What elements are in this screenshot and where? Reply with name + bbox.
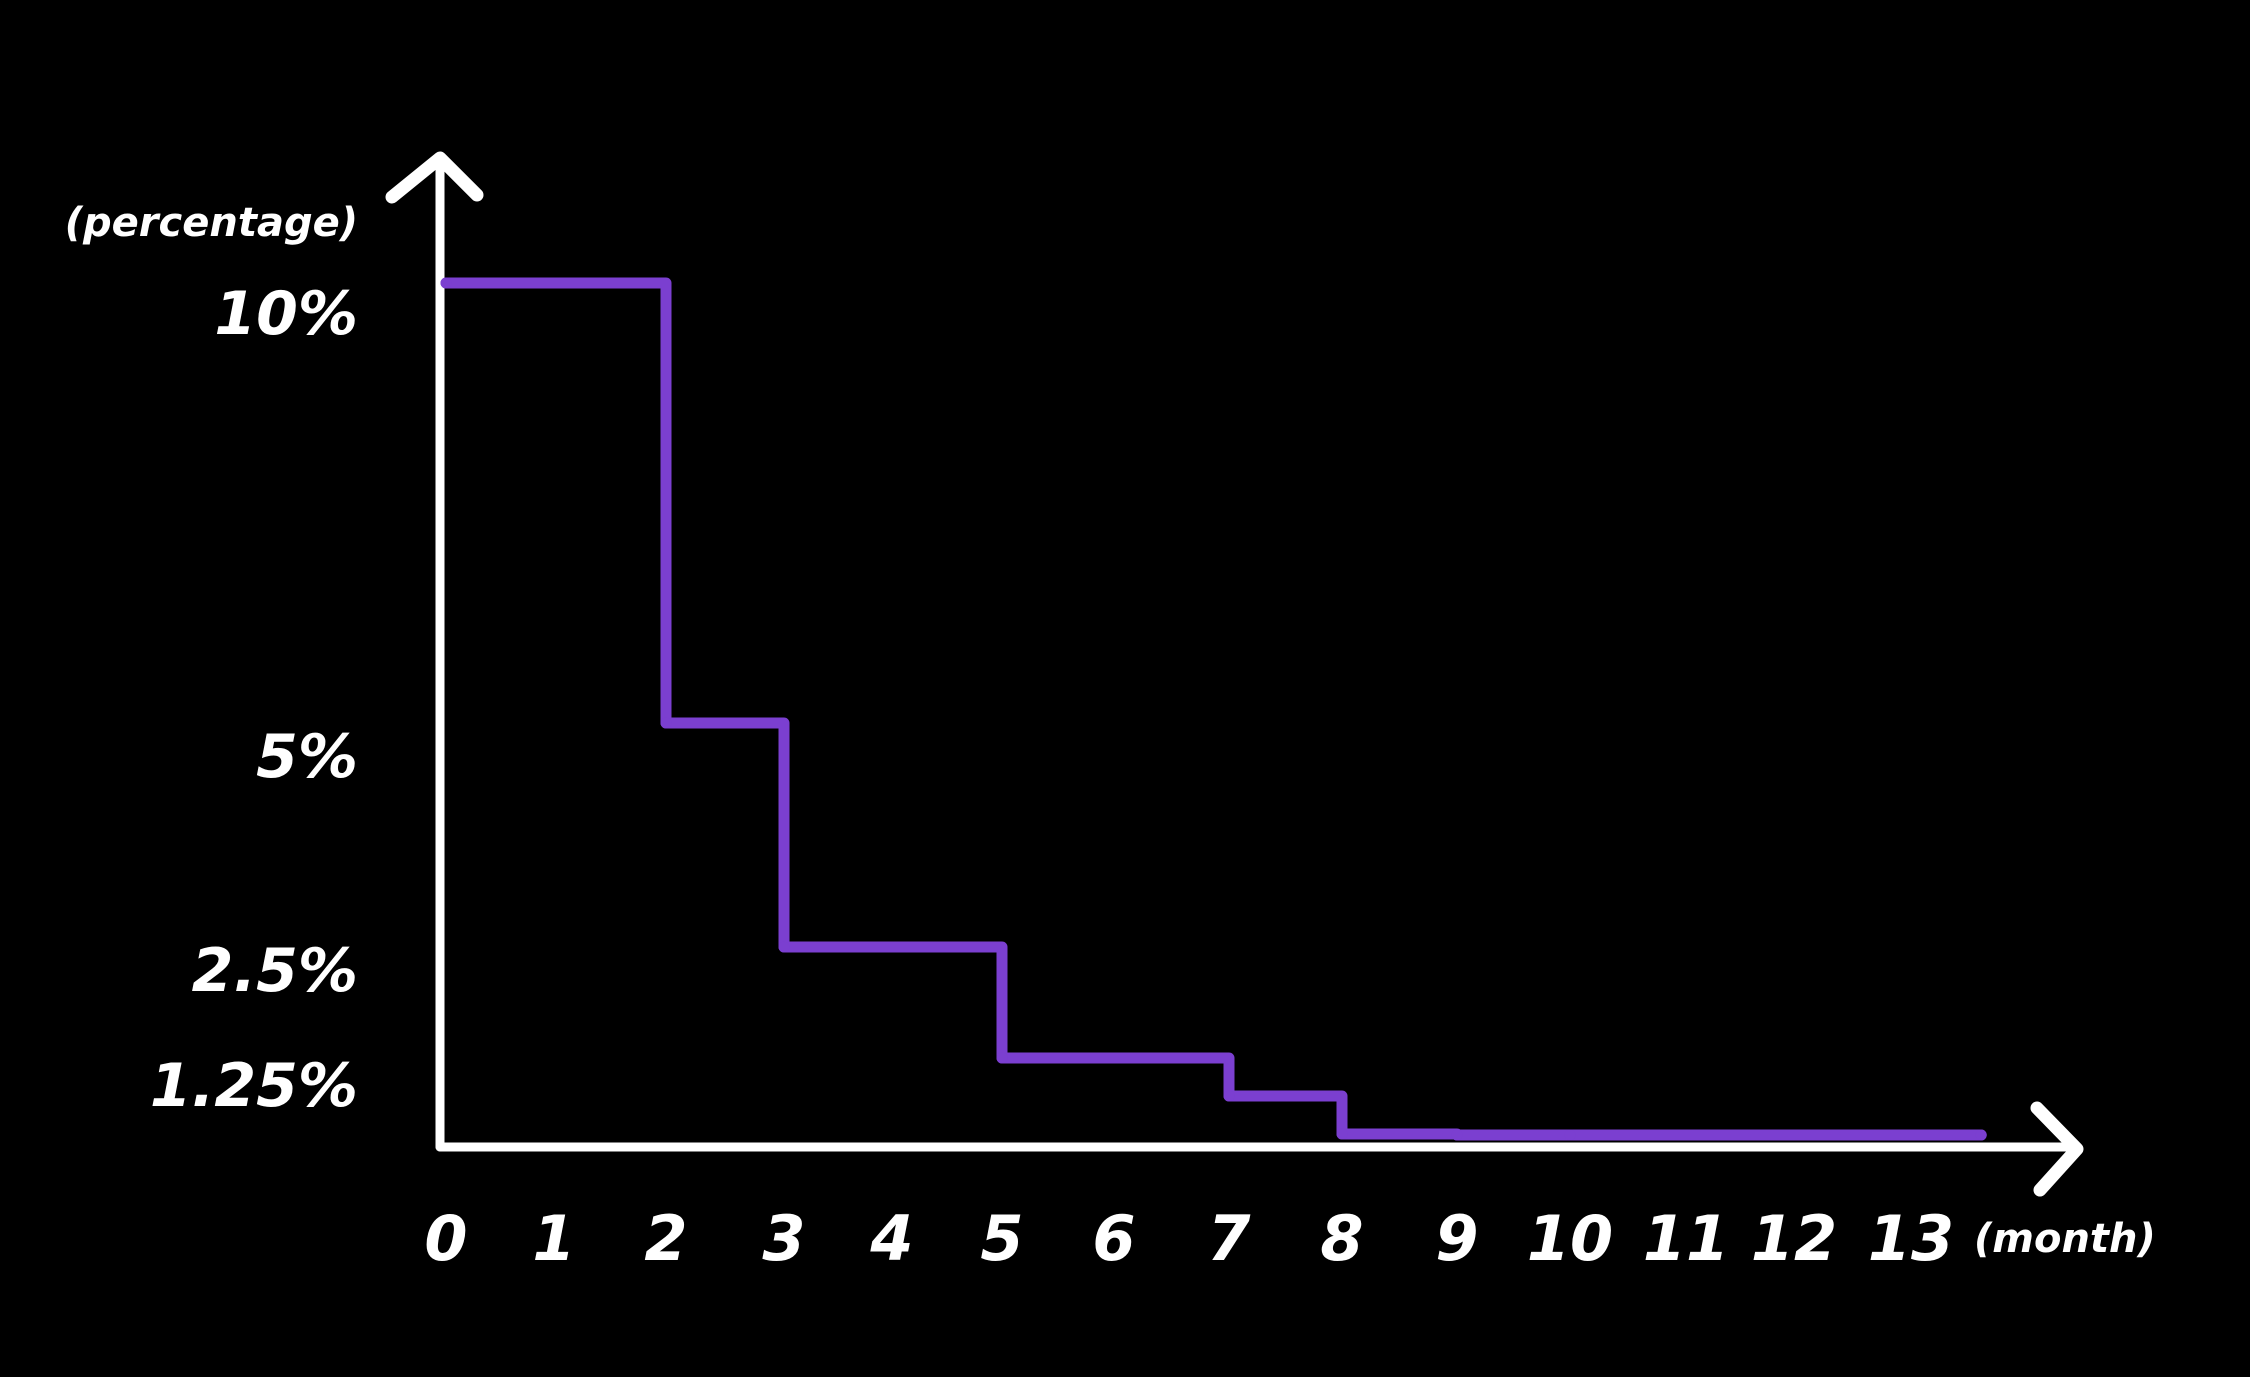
x-axis-title: (month) (1974, 1216, 2156, 1262)
x-tick-label: 8 (1320, 1202, 1363, 1275)
x-tick-label: 5 (980, 1202, 1023, 1275)
x-axis-arrowhead (2030, 1101, 2084, 1197)
y-tick-labels: 10% 5% 2.5% 1.25% (150, 279, 358, 1121)
x-tick-label: 11 (1643, 1202, 1729, 1275)
series-point (778, 941, 790, 953)
y-axis-arrowhead (385, 151, 484, 204)
series-point (1451, 1129, 1463, 1141)
series-point (440, 277, 452, 289)
x-tick-labels: 0 1 2 3 4 5 6 7 8 9 10 11 12 13 (424, 1202, 1954, 1275)
y-tick-label: 10% (214, 279, 358, 349)
series-point (1564, 1129, 1576, 1141)
x-tick-label: 1 (532, 1202, 575, 1275)
x-tick-label: 2 (644, 1202, 687, 1275)
x-tick-label: 6 (1092, 1202, 1135, 1275)
x-tick-label: 7 (1207, 1202, 1251, 1275)
x-tick-label: 3 (762, 1202, 805, 1275)
series-point (1975, 1129, 1987, 1141)
y-tick-label: 1.25% (150, 1051, 358, 1121)
x-tick-label: 13 (1868, 1202, 1954, 1275)
series-point (1223, 1090, 1235, 1102)
axes (385, 151, 2084, 1197)
series-point (996, 1052, 1008, 1064)
x-tick-label: 4 (869, 1202, 913, 1275)
series-point (660, 717, 672, 729)
y-tick-label: 5% (256, 722, 358, 792)
x-tick-label: 0 (424, 1202, 467, 1275)
series-point (1336, 1128, 1348, 1140)
x-tick-label: 12 (1751, 1202, 1837, 1275)
x-tick-label: 10 (1527, 1202, 1613, 1275)
y-axis-title: (percentage) (65, 200, 358, 246)
y-tick-label: 2.5% (192, 936, 358, 1006)
x-tick-label: 9 (1435, 1202, 1478, 1275)
series (440, 277, 1987, 1141)
